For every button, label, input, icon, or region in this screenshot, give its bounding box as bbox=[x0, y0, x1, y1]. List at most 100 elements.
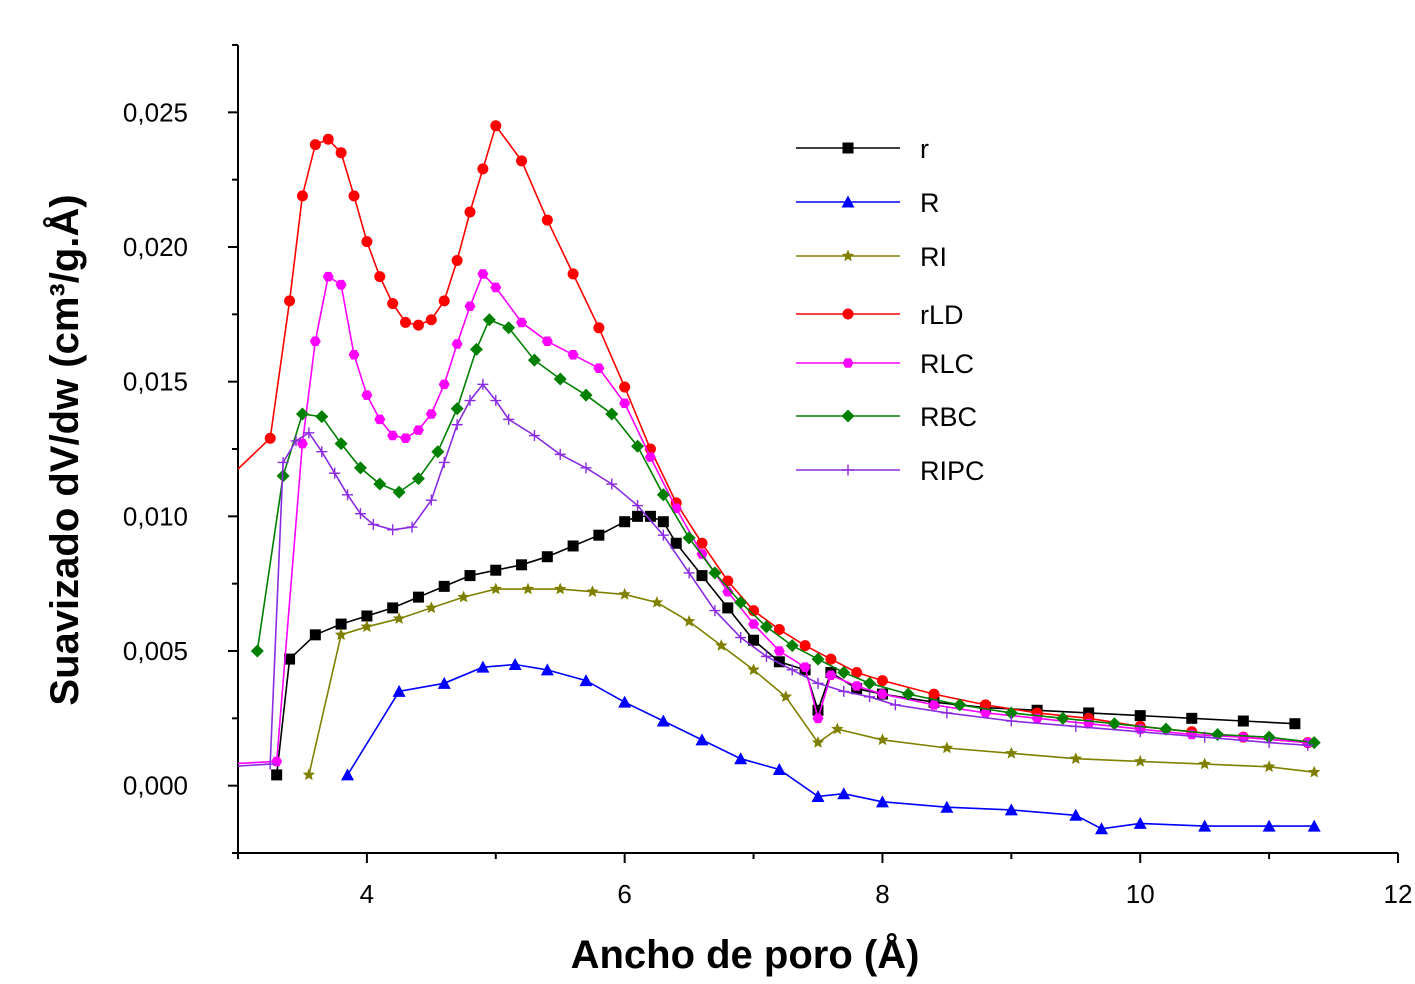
data-point-RLC bbox=[851, 681, 863, 691]
x-tick-label: 8 bbox=[875, 879, 889, 909]
data-point-RBC bbox=[450, 402, 464, 416]
data-point-RIPC bbox=[503, 413, 515, 425]
data-point-RI bbox=[1262, 760, 1276, 773]
data-point-RBC bbox=[315, 410, 329, 424]
data-point-rLD bbox=[773, 623, 785, 635]
data-point-R bbox=[1133, 816, 1147, 829]
legend-item-RIPC: RIPC bbox=[796, 456, 985, 486]
data-point-RBC bbox=[631, 439, 645, 453]
data-point-rLD bbox=[593, 322, 605, 334]
data-point-rLD bbox=[490, 120, 502, 132]
data-point-RI bbox=[360, 620, 374, 632]
data-point-RIPC bbox=[277, 456, 289, 468]
data-point-RLC bbox=[644, 452, 656, 462]
data-point-RI bbox=[682, 614, 696, 627]
legend-label: RI bbox=[920, 242, 947, 272]
data-point-RIPC bbox=[342, 489, 354, 501]
data-point-r bbox=[657, 516, 669, 528]
legend-item-r: r bbox=[796, 134, 929, 164]
data-point-rLD bbox=[825, 653, 837, 665]
legend-label: r bbox=[920, 134, 929, 164]
data-point-RBC bbox=[295, 407, 309, 421]
data-point-r bbox=[335, 618, 347, 630]
data-point-RI bbox=[618, 587, 631, 600]
data-point-RBC bbox=[1056, 711, 1070, 725]
data-point-RI bbox=[1134, 754, 1147, 767]
data-point-r bbox=[696, 570, 708, 582]
x-tick-label: 12 bbox=[1384, 879, 1413, 909]
data-point-RIPC bbox=[1302, 739, 1314, 751]
data-point-rLD bbox=[374, 271, 386, 283]
data-point-RIPC bbox=[838, 685, 850, 697]
data-point-R bbox=[1307, 819, 1321, 832]
data-point-RLC bbox=[400, 433, 412, 443]
data-point-RIPC bbox=[889, 699, 901, 711]
data-point-RI bbox=[1308, 765, 1321, 778]
data-point-RIPC bbox=[387, 524, 399, 536]
data-point-R bbox=[734, 752, 748, 765]
data-point-RIPC bbox=[760, 650, 772, 662]
y-tick-label: 0,020 bbox=[123, 232, 188, 262]
data-point-RIPC bbox=[367, 518, 379, 530]
data-point-rLD bbox=[477, 163, 489, 175]
x-tick-label: 10 bbox=[1126, 879, 1155, 909]
data-point-rLD bbox=[748, 605, 760, 617]
data-point-RLC bbox=[477, 269, 489, 279]
y-tick-label: 0,010 bbox=[123, 501, 188, 531]
data-point-rLD bbox=[309, 139, 321, 151]
x-axis-title: Ancho de poro (Å) bbox=[571, 932, 920, 977]
data-point-RIPC bbox=[606, 478, 618, 490]
series-line-RLC bbox=[238, 272, 1308, 765]
data-point-r bbox=[490, 564, 502, 576]
data-point-RIPC bbox=[303, 427, 315, 439]
legend-item-RBC: RBC bbox=[796, 402, 977, 432]
data-point-R bbox=[476, 660, 490, 673]
data-point-r bbox=[593, 529, 605, 541]
data-point-RBC bbox=[759, 620, 773, 634]
y-tick-label: 0,005 bbox=[123, 636, 188, 666]
data-point-RLC bbox=[593, 363, 605, 373]
data-point-RBC bbox=[682, 531, 696, 545]
data-point-rLD bbox=[264, 432, 276, 444]
series-R bbox=[341, 657, 1321, 835]
data-point-r bbox=[812, 704, 824, 716]
data-point-rLD bbox=[348, 190, 360, 202]
y-tick-label: 0,015 bbox=[123, 367, 188, 397]
data-point-rLD bbox=[516, 155, 528, 167]
data-point-RLC bbox=[812, 713, 824, 724]
data-point-rLD bbox=[322, 133, 334, 145]
data-point-RIPC bbox=[406, 521, 418, 533]
data-point-RIPC bbox=[812, 677, 824, 689]
data-point-r bbox=[541, 551, 553, 563]
data-point-RLC bbox=[773, 646, 785, 656]
data-point-R bbox=[875, 795, 889, 808]
data-point-R bbox=[508, 657, 522, 670]
data-point-RLC bbox=[567, 350, 579, 360]
data-point-r bbox=[619, 516, 631, 528]
data-point-RBC bbox=[1004, 706, 1018, 720]
data-point-rLD bbox=[425, 314, 437, 326]
data-point-RBC bbox=[482, 313, 496, 327]
legend-item-RLC: RLC bbox=[796, 349, 974, 379]
data-point-RIPC bbox=[528, 430, 540, 442]
legend-marker bbox=[842, 358, 854, 368]
series-line-rLD bbox=[238, 124, 1308, 744]
data-point-RLC bbox=[799, 662, 811, 672]
data-point-r bbox=[722, 602, 734, 614]
data-point-rLD bbox=[541, 214, 553, 226]
data-point-RLC bbox=[722, 587, 734, 597]
legend-item-RI: RI bbox=[796, 242, 947, 272]
data-point-R bbox=[811, 789, 825, 802]
data-point-R bbox=[695, 733, 709, 746]
data-point-RLC bbox=[516, 317, 528, 328]
data-point-RBC bbox=[605, 407, 619, 421]
data-point-r bbox=[309, 629, 321, 641]
legend-marker bbox=[841, 409, 855, 423]
data-point-RBC bbox=[353, 461, 367, 475]
x-tick-label: 6 bbox=[617, 879, 631, 909]
data-point-rLD bbox=[567, 268, 579, 280]
data-point-RLC bbox=[438, 379, 450, 390]
data-point-RIPC bbox=[354, 508, 366, 520]
series-rLD bbox=[238, 120, 1314, 749]
data-point-r bbox=[387, 602, 399, 614]
